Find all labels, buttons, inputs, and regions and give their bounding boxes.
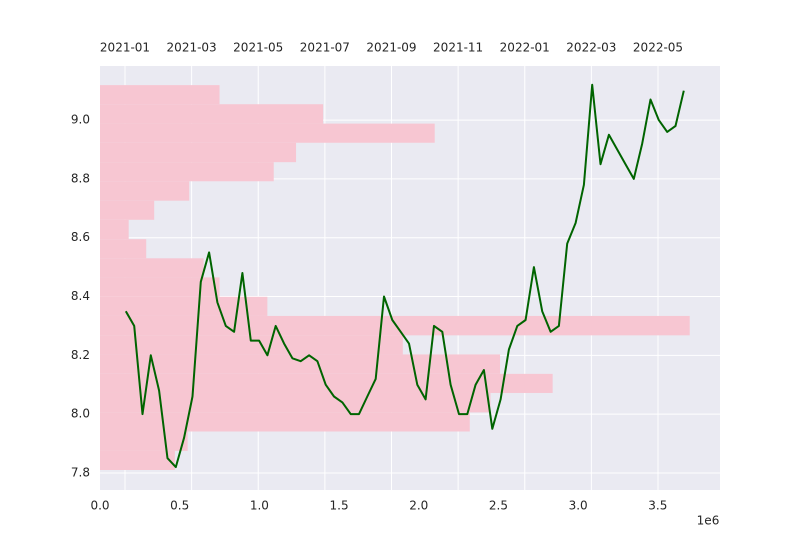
- y-tick-label: 8.4: [71, 289, 90, 303]
- histogram-bar: [100, 219, 129, 240]
- histogram-bar: [100, 412, 470, 432]
- y-tick-label: 8.2: [71, 348, 90, 362]
- x-offset-label: 1e6: [697, 514, 720, 528]
- histogram-bar: [100, 354, 501, 374]
- x2-tick-label: 2022-03: [566, 41, 616, 55]
- y-tick-label: 8.6: [71, 230, 90, 244]
- x-tick-label: 3.0: [569, 499, 588, 513]
- y-tick-label: 7.8: [71, 465, 90, 479]
- histogram-bar: [100, 392, 491, 413]
- layer: [100, 83, 690, 471]
- x-tick-label: 1.5: [330, 499, 349, 513]
- price-line: [124, 83, 685, 469]
- x2-tick-label: 2021-01: [100, 41, 150, 55]
- x2-tick-label: 2022-05: [633, 41, 683, 55]
- histogram-bar: [100, 315, 690, 336]
- histogram-bar: [100, 181, 190, 201]
- x2-tick-label: 2021-05: [233, 41, 283, 55]
- x-tick-label: 0.5: [170, 499, 189, 513]
- x2-tick-label: 2021-07: [300, 41, 350, 55]
- histogram-bar: [100, 258, 204, 278]
- x2-tick-label: 2021-11: [433, 41, 483, 55]
- histogram-bar: [100, 104, 324, 124]
- x2-tick-label: 2021-09: [366, 41, 416, 55]
- histogram-bar: [100, 335, 403, 355]
- histogram-bar: [100, 277, 220, 297]
- histogram-bar: [100, 296, 268, 316]
- histogram-bar: [100, 239, 147, 259]
- x-tick-label: 2.5: [489, 499, 508, 513]
- histogram-bar: [100, 142, 297, 163]
- histogram-bar: [100, 162, 274, 182]
- x-tick-label: 0.0: [90, 499, 109, 513]
- y-tick-label: 9.0: [71, 113, 90, 127]
- x-tick-label: 2.0: [409, 499, 428, 513]
- x-tick-label: 3.5: [648, 499, 667, 513]
- y-tick-label: 8.8: [71, 171, 90, 185]
- x2-tick-label: 2022-01: [500, 41, 550, 55]
- histogram-bar: [100, 373, 553, 393]
- histogram-bar: [100, 450, 175, 471]
- histogram-bar: [100, 85, 220, 105]
- x-tick-label: 1.0: [250, 499, 269, 513]
- histogram-bar: [100, 123, 435, 143]
- histogram-bar: [100, 431, 188, 451]
- layer: 7.8 8.0 8.2 8.4 8.6 8.8 9.0 0.0 0.5 1.0 1.5 2.0 2.5 3…: [71, 41, 683, 513]
- x2-tick-label: 2021-03: [167, 41, 217, 55]
- histogram-bar: [100, 200, 155, 220]
- y-tick-label: 8.0: [71, 407, 90, 421]
